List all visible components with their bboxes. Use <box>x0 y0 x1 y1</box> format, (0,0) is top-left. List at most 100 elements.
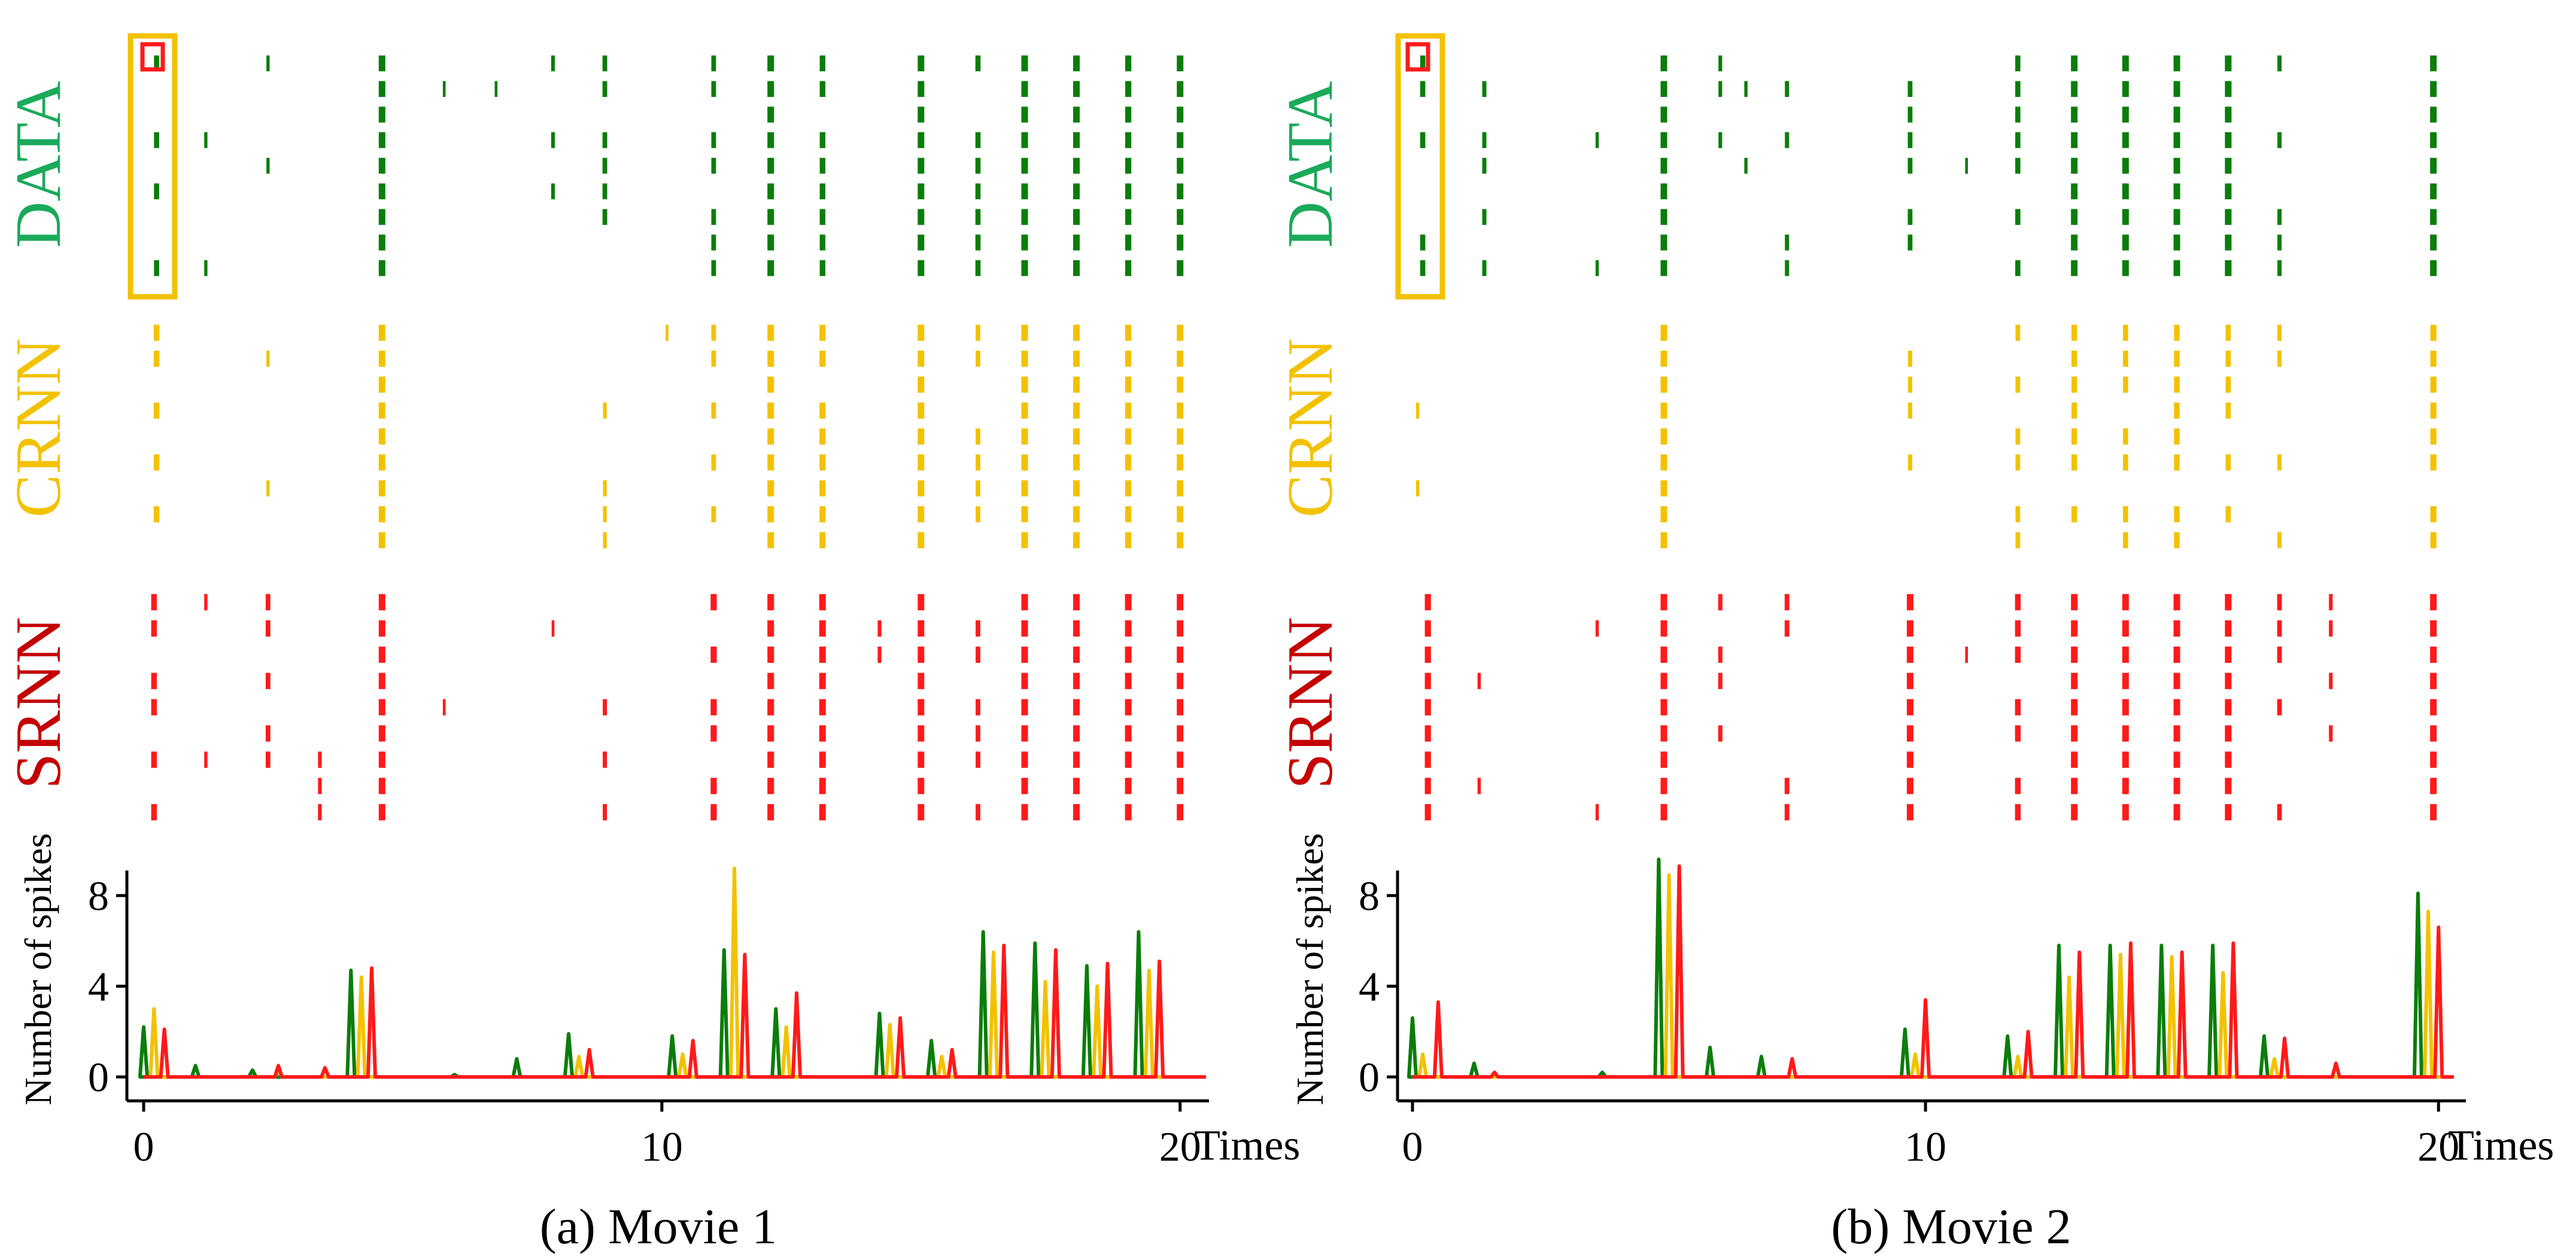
raster-tick-crnn <box>1073 402 1080 419</box>
raster-tick-data <box>767 55 774 72</box>
raster-tick-crnn <box>2277 532 2282 549</box>
raster-tick-crnn <box>1021 376 1028 393</box>
raster-tick-srnn <box>204 594 208 611</box>
raster-tick-srnn <box>2015 620 2021 637</box>
raster-tick-data <box>1177 235 1184 251</box>
raster-tick-srnn <box>1125 672 1132 689</box>
raster-tick-data <box>1718 132 1723 148</box>
raster-tick-srnn <box>1073 672 1080 689</box>
raster-tick-srnn <box>767 751 774 768</box>
raster-tick-srnn <box>2122 620 2129 637</box>
raster-tick-data <box>1482 132 1487 148</box>
raster-tick-data <box>1021 106 1028 123</box>
raster-tick-crnn <box>2123 324 2128 341</box>
raster-tick-srnn <box>918 804 925 821</box>
raster-tick-srnn <box>976 699 980 716</box>
raster-tick-crnn <box>2225 351 2231 367</box>
raster-tick-data <box>154 183 159 200</box>
raster-tick-srnn <box>2071 672 2078 689</box>
raster-tick-srnn <box>2015 725 2021 742</box>
raster-tick-data <box>1420 55 1426 72</box>
raster-tick-crnn <box>1177 532 1184 549</box>
raster-tick-crnn <box>976 454 980 471</box>
raster-tick-data <box>2225 157 2232 174</box>
raster-tick-srnn <box>2071 646 2078 663</box>
raster-tick-crnn <box>918 428 925 445</box>
raster-tick-data <box>2173 209 2180 225</box>
raster-tick-srnn <box>1021 672 1028 689</box>
raster-tick-crnn <box>2277 454 2282 471</box>
raster-tick-data <box>819 183 825 200</box>
raster-tick-srnn <box>976 725 980 742</box>
raster-tick-srnn <box>1906 620 1913 637</box>
raster-tick-srnn <box>204 751 208 768</box>
raster-tick-data <box>1177 132 1184 148</box>
raster-tick-data <box>819 81 825 97</box>
raster-tick-srnn <box>1660 672 1667 689</box>
raster-tick-crnn <box>918 376 925 393</box>
raster-tick-crnn <box>266 480 270 497</box>
raster-tick-data <box>1021 132 1028 148</box>
y-tick-label: 8 <box>1359 874 1380 920</box>
raster-tick-crnn <box>2174 428 2180 445</box>
raster-tick-crnn <box>1177 480 1184 497</box>
raster-tick-data <box>1482 157 1487 174</box>
highlight-box <box>127 33 178 300</box>
raster-tick-crnn <box>1907 351 1912 367</box>
raster-tick-srnn <box>1125 620 1132 637</box>
raster-tick-srnn <box>318 804 322 821</box>
raster-tick-srnn <box>2277 804 2282 821</box>
raster-tick-crnn <box>1177 506 1184 522</box>
panel-movie-1: DATA CRNN SRNN Number of spikes 0 4 8 0 10 2… <box>3 33 1300 1255</box>
raster-tick-crnn <box>1907 402 1912 419</box>
raster-tick-srnn <box>976 751 980 768</box>
raster-tick-srnn <box>2173 725 2180 742</box>
raster-tick-data <box>378 81 385 97</box>
raster-tick-crnn <box>976 480 980 497</box>
raster-tick-srnn <box>1177 751 1184 768</box>
raster-tick-srnn <box>1965 646 1968 663</box>
raster-tick-srnn <box>819 594 826 611</box>
raster-tick-data <box>1021 235 1028 251</box>
raster-tick-srnn <box>819 778 826 795</box>
raster-tick-data <box>1177 183 1184 200</box>
raster-tick-srnn <box>976 646 980 663</box>
raster-tick-crnn <box>767 324 774 341</box>
raster-area <box>1415 55 2437 821</box>
raster-tick-srnn <box>2329 594 2333 611</box>
y-tick-label: 0 <box>88 1055 109 1101</box>
raster-tick-crnn <box>603 506 607 522</box>
raster-tick-data <box>1785 235 1790 251</box>
raster-tick-srnn <box>2430 804 2437 821</box>
raster-tick-crnn <box>1021 454 1028 471</box>
raster-tick-srnn <box>2225 751 2232 768</box>
raster-tick-srnn <box>2071 751 2078 768</box>
raster-tick-crnn <box>918 351 925 367</box>
raster-tick-crnn <box>1660 454 1667 471</box>
raster-tick-srnn <box>1424 672 1431 689</box>
raster-tick-srnn <box>1595 804 1599 821</box>
row-label-data: DATA <box>1275 81 1346 248</box>
raster-tick-srnn <box>2173 594 2180 611</box>
raster-tick-data <box>1744 81 1748 97</box>
raster-tick-srnn <box>918 646 925 663</box>
raster-tick-data <box>1660 132 1667 148</box>
raster-tick-crnn <box>1125 454 1132 471</box>
raster-tick-data <box>819 235 825 251</box>
raster-tick-data <box>602 183 607 200</box>
raster-tick-srnn <box>767 646 774 663</box>
raster-tick-crnn <box>819 506 826 522</box>
raster-tick-crnn <box>2277 324 2282 341</box>
raster-tick-srnn <box>2277 620 2282 637</box>
raster-tick-srnn <box>265 725 271 742</box>
raster-tick-data <box>918 183 925 200</box>
raster-tick-crnn <box>1660 506 1667 522</box>
raster-tick-crnn <box>1907 454 1912 471</box>
raster-tick-crnn <box>918 480 925 497</box>
raster-tick-srnn <box>710 778 717 795</box>
raster-tick-srnn <box>1595 620 1599 637</box>
y-ticks: 0 4 8 <box>88 874 127 1101</box>
panel-movie-2: DATA CRNN SRNN Number of spikes 0 4 8 0 10 2… <box>1275 33 2554 1255</box>
raster-tick-data <box>1785 81 1790 97</box>
